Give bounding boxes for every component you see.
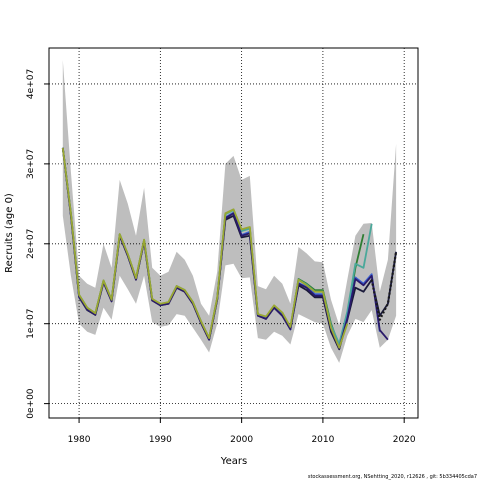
- x-tick-label-1980: 1980: [68, 435, 91, 445]
- series-line-6: [61, 147, 349, 349]
- y-tick-label-3e+07: 3e+07: [26, 149, 36, 179]
- plot-frame: [48, 47, 419, 419]
- axis-layer: 1980 1990 2000 2010 2020 0e+00 1e+07 2e+07 3e+07…: [26, 69, 416, 445]
- y-tick-label-4e+07: 4e+07: [26, 69, 36, 99]
- x-axis-title: Years: [220, 456, 247, 467]
- series-layer: [61, 147, 398, 351]
- y-tick-label-1e+07: 1e+07: [26, 309, 36, 339]
- y-tick-label-2e+07: 2e+07: [26, 229, 36, 259]
- x-tick-label-2010: 2010: [311, 435, 334, 445]
- x-tick-label-2000: 2000: [230, 435, 253, 445]
- footnote-text: stockassessment.org, NSehtting_2020, r12…: [308, 474, 477, 480]
- series-line-7: [370, 251, 398, 321]
- y-tick-label-0e+00: 0e+00: [26, 388, 36, 419]
- x-tick-label-1990: 1990: [149, 435, 172, 445]
- y-axis-title: Recruits (age 0): [4, 193, 15, 273]
- x-tick-label-2020: 2020: [393, 435, 416, 445]
